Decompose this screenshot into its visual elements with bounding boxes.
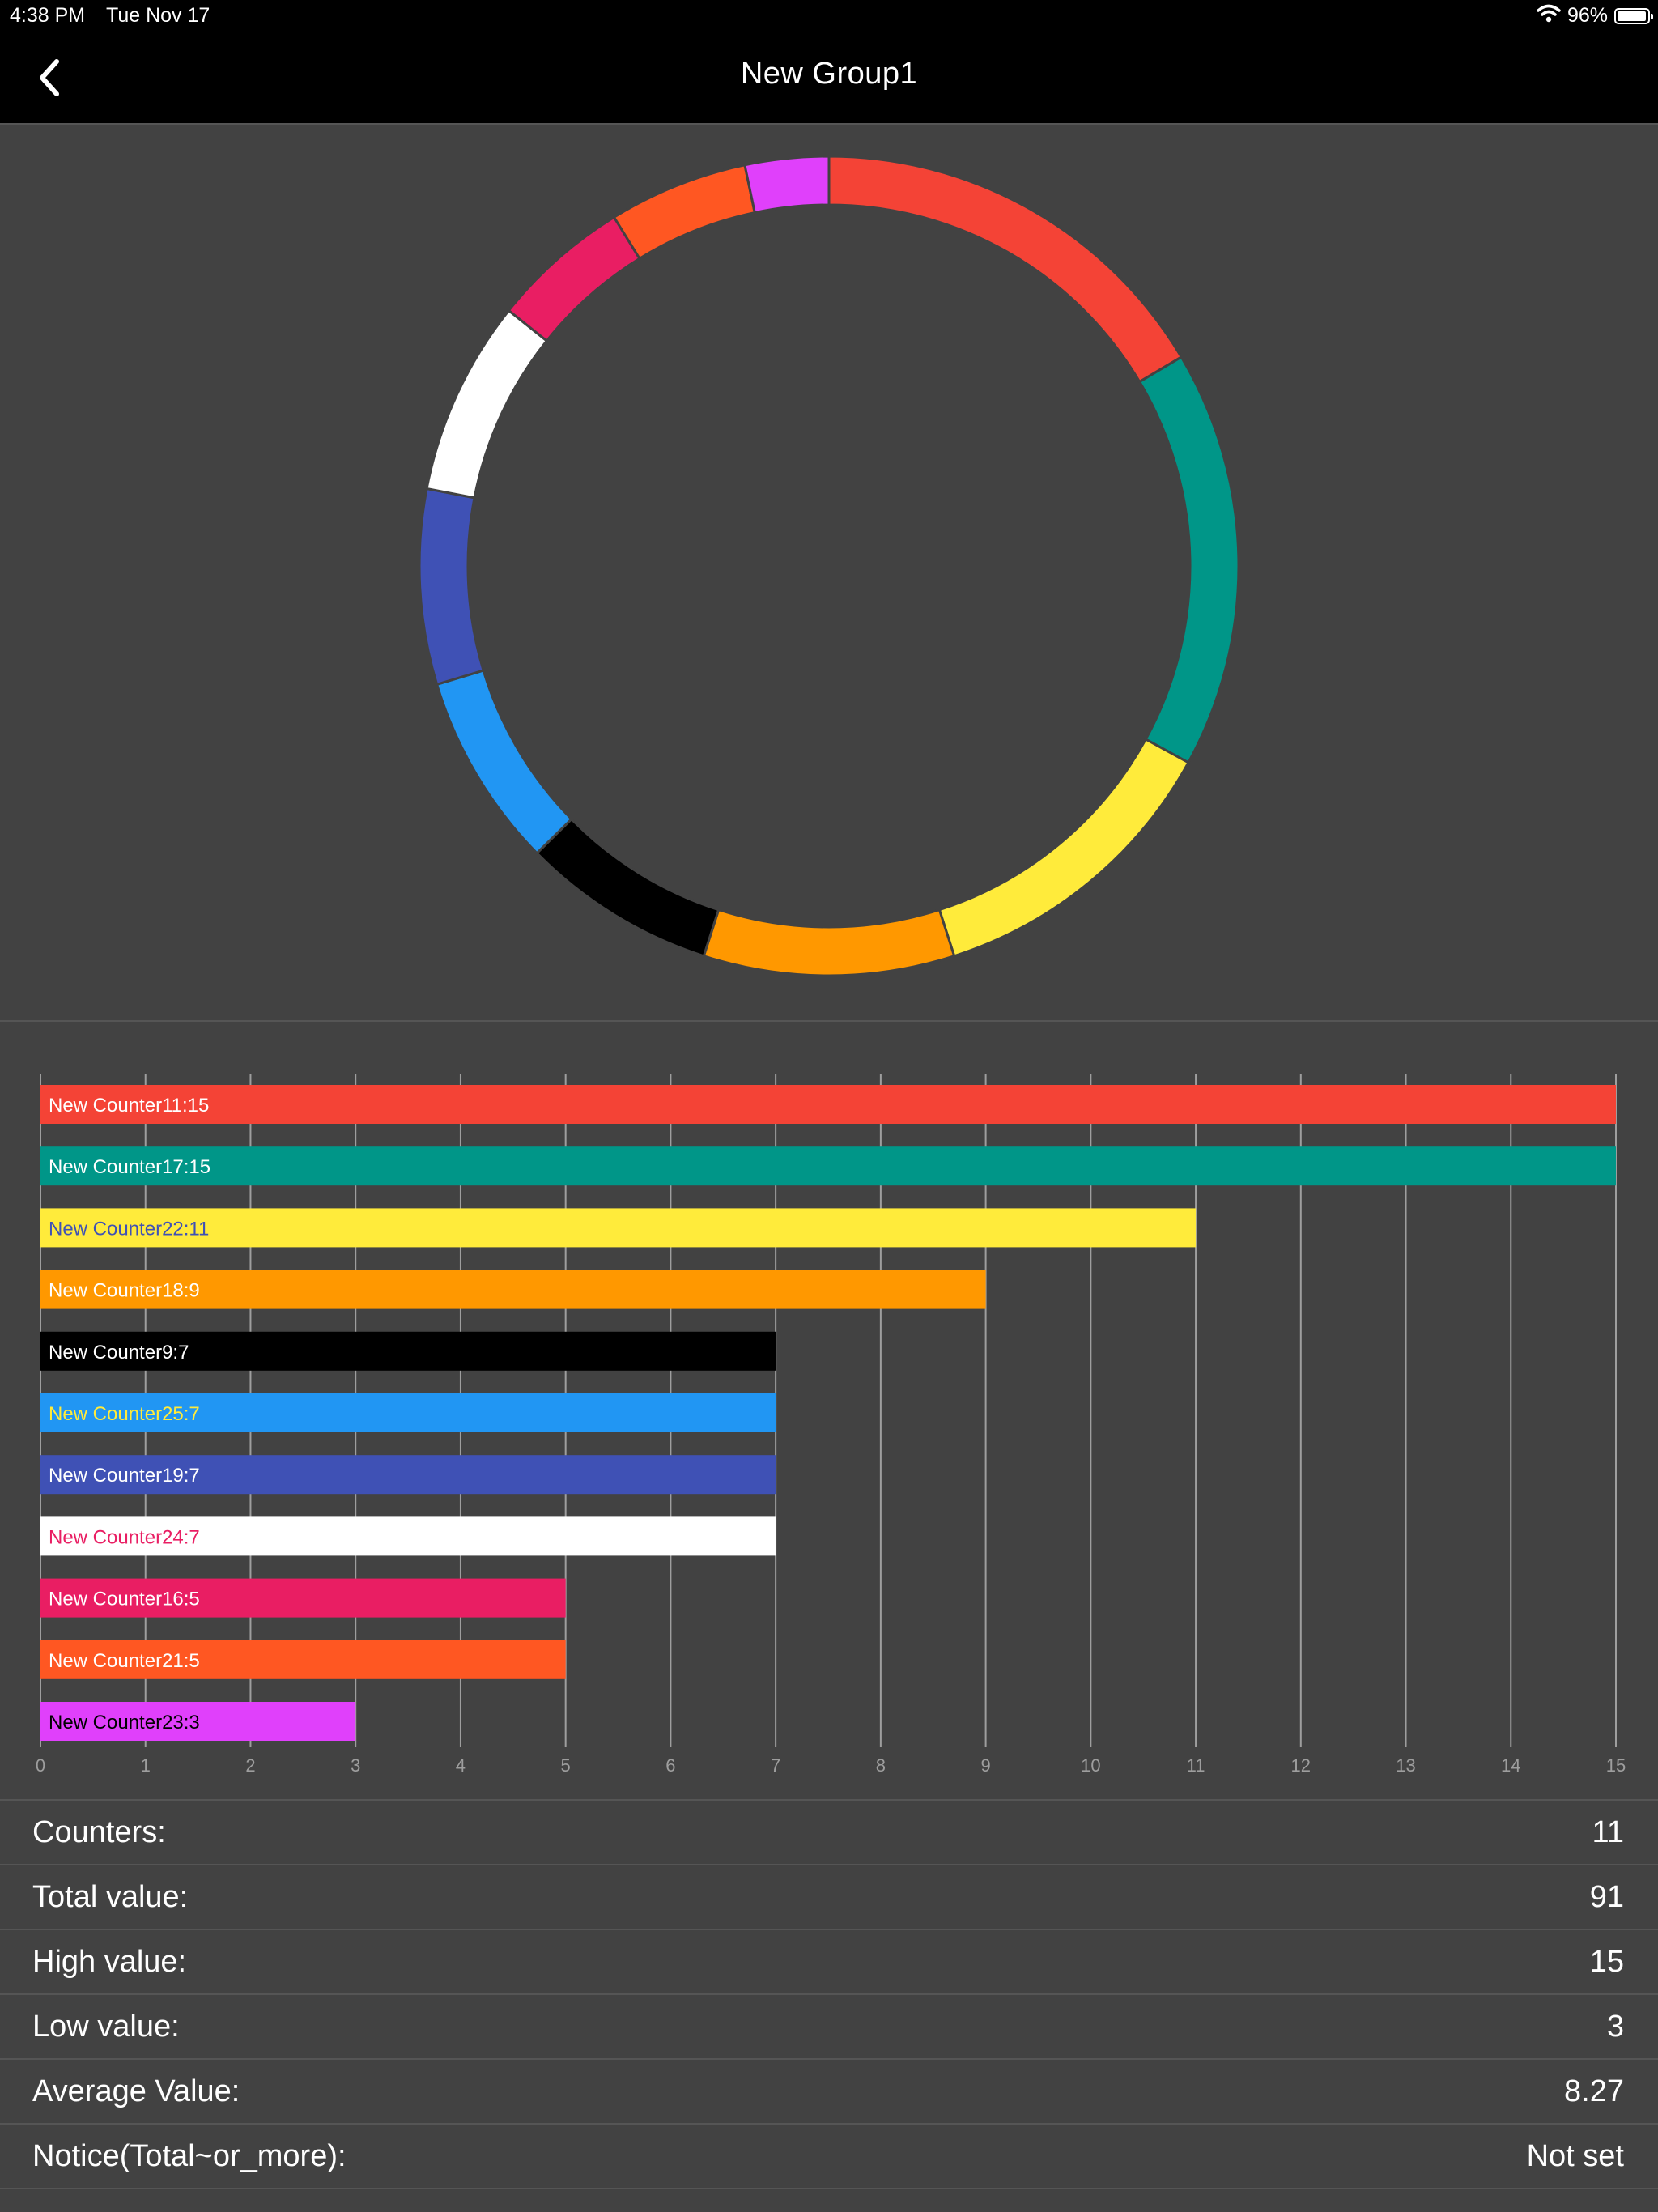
- x-tick-label: 11: [1187, 1755, 1205, 1776]
- donut-slice[interactable]: [535, 817, 721, 958]
- x-tick-label: 7: [771, 1755, 780, 1776]
- x-tick-label: 14: [1501, 1755, 1520, 1776]
- bar-label: New Counter16:5: [49, 1589, 200, 1610]
- stat-value: 8.27: [1564, 2074, 1624, 2108]
- x-tick-label: 15: [1606, 1755, 1626, 1776]
- stat-label: Total value:: [32, 1880, 189, 1914]
- x-tick-label: 3: [351, 1755, 360, 1776]
- back-button[interactable]: [29, 55, 74, 100]
- nav-bar: New Group1: [0, 32, 1658, 125]
- bar[interactable]: [40, 1208, 1197, 1248]
- bar[interactable]: [40, 1578, 566, 1618]
- stat-value: Not set: [1526, 2139, 1624, 2173]
- stat-row-high: High value: 15: [0, 1930, 1658, 1995]
- bar[interactable]: [40, 1455, 776, 1495]
- donut-slice[interactable]: [827, 155, 1184, 384]
- bar-label: New Counter18:9: [49, 1280, 200, 1302]
- status-bar: 4:38 PM Tue Nov 17 96%: [0, 0, 1658, 32]
- chevron-left-icon: [40, 59, 59, 96]
- stat-row-total: Total value: 91: [0, 1865, 1658, 1930]
- x-tick-label: 5: [561, 1755, 571, 1776]
- bar[interactable]: [40, 1146, 1616, 1186]
- stat-label: Counters:: [32, 1815, 166, 1849]
- stat-row-low: Low value: 3: [0, 1995, 1658, 2060]
- stat-label: Average Value:: [32, 2074, 240, 2108]
- x-tick-label: 9: [980, 1755, 990, 1776]
- donut-slice[interactable]: [418, 487, 485, 687]
- donut-slice[interactable]: [1137, 355, 1240, 764]
- x-tick-label: 10: [1081, 1755, 1100, 1776]
- x-tick-label: 4: [456, 1755, 466, 1776]
- x-tick-label: 1: [141, 1755, 151, 1776]
- x-tick-label: 0: [36, 1755, 45, 1776]
- x-tick-label: 8: [876, 1755, 886, 1776]
- section-divider: [0, 1020, 1658, 1022]
- bar-label: New Counter22:11: [49, 1218, 209, 1240]
- stat-row-average: Average Value: 8.27: [0, 2060, 1658, 2125]
- bar-label: New Counter17:15: [49, 1156, 210, 1178]
- donut-slice[interactable]: [435, 669, 574, 855]
- bar-label: New Counter21:5: [49, 1650, 200, 1672]
- bar[interactable]: [40, 1516, 776, 1556]
- bar-label: New Counter11:15: [49, 1095, 209, 1117]
- page-title: New Group1: [740, 57, 918, 91]
- bar-label: New Counter24:7: [49, 1526, 200, 1548]
- bar[interactable]: [40, 1085, 1616, 1124]
- stat-row-counters: Counters: 11: [0, 1801, 1658, 1865]
- bar[interactable]: [40, 1640, 566, 1679]
- bar[interactable]: [40, 1270, 986, 1309]
- stat-value: 3: [1606, 2010, 1624, 2044]
- bar[interactable]: [40, 1702, 356, 1741]
- bar-label: New Counter23:3: [49, 1712, 200, 1733]
- bar-label: New Counter19:7: [49, 1465, 200, 1487]
- x-tick-label: 13: [1396, 1755, 1415, 1776]
- status-right: 96%: [1537, 3, 1653, 28]
- battery-icon: [1614, 7, 1653, 24]
- donut-chart: [0, 125, 1658, 1020]
- stat-label: Notice(Total~or_more):: [32, 2139, 346, 2173]
- status-date: Tue Nov 17: [106, 4, 210, 27]
- donut-slice[interactable]: [612, 164, 757, 261]
- bar-label: New Counter9:7: [49, 1342, 189, 1363]
- donut-slice[interactable]: [702, 908, 956, 977]
- x-tick-label: 2: [245, 1755, 255, 1776]
- x-tick-label: 12: [1291, 1755, 1311, 1776]
- wifi-icon: [1537, 3, 1561, 28]
- stat-label: High value:: [32, 1945, 187, 1979]
- donut-slice[interactable]: [743, 155, 831, 215]
- stat-value: 15: [1589, 1945, 1624, 1979]
- bar-label: New Counter25:7: [49, 1403, 200, 1425]
- donut-slice[interactable]: [507, 215, 642, 343]
- stat-value: 11: [1592, 1815, 1624, 1849]
- stat-value: 91: [1589, 1880, 1624, 1914]
- stats-list: Counters: 11 Total value: 91 High value:…: [0, 1801, 1658, 2189]
- stat-row-notice: Notice(Total~or_more): Not set: [0, 2125, 1658, 2189]
- donut-slice[interactable]: [937, 738, 1190, 958]
- x-tick-label: 6: [665, 1755, 675, 1776]
- bar[interactable]: [40, 1393, 776, 1432]
- donut-slice[interactable]: [425, 308, 549, 500]
- section-divider: [0, 1799, 1658, 1801]
- bar-chart: 0 1 2 3 4 5 6 7 8 9 10 11 12 13 14 15 New Counter11:15 Ne…: [0, 1022, 1658, 1799]
- stat-label: Low value:: [32, 2010, 180, 2044]
- bar[interactable]: [40, 1331, 776, 1371]
- status-time: 4:38 PM: [10, 4, 86, 27]
- battery-percent: 96%: [1567, 4, 1608, 27]
